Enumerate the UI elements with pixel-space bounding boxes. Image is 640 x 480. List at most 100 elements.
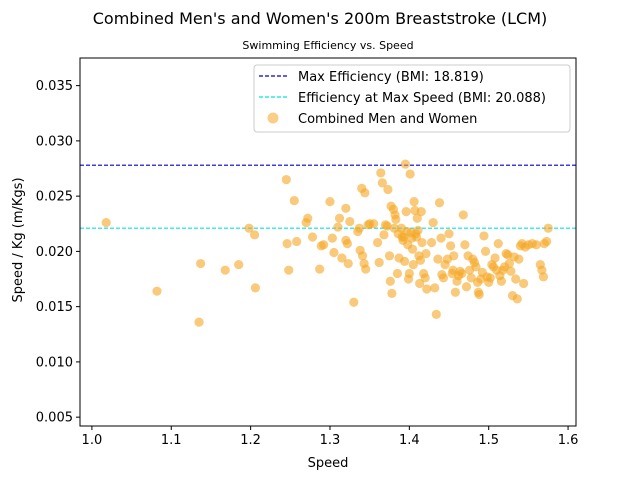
data-point (382, 221, 392, 231)
data-point (417, 237, 427, 248)
data-point (434, 198, 445, 208)
data-point (281, 174, 291, 185)
data-point (514, 254, 524, 264)
data-point (512, 294, 522, 304)
data-point (292, 236, 302, 247)
data-point (244, 223, 254, 233)
data-point (504, 258, 514, 269)
data-point (194, 317, 204, 327)
data-point (490, 253, 500, 263)
data-point (250, 283, 260, 293)
data-point (538, 272, 549, 282)
data-point (234, 260, 244, 270)
data-point (413, 225, 423, 235)
data-point (412, 213, 422, 223)
data-point (474, 289, 484, 300)
data-point (399, 256, 410, 266)
data-point (485, 273, 495, 283)
data-point (315, 264, 325, 274)
data-point (345, 216, 355, 227)
data-point (376, 168, 386, 178)
chart-subtitle: Swimming Efficiency vs. Speed (242, 39, 413, 52)
data-point (249, 230, 260, 240)
data-point (449, 251, 459, 261)
data-point (373, 237, 383, 248)
data-point (349, 297, 359, 307)
data-point (329, 247, 339, 258)
legend-label-max-efficiency: Max Efficiency (BMI: 18.819) (298, 70, 484, 85)
data-point (384, 251, 395, 261)
data-point (357, 251, 368, 261)
data-point (436, 233, 446, 243)
data-point (387, 288, 397, 298)
x-axis-title: Speed (308, 456, 349, 471)
data-point (374, 257, 384, 268)
x-tick-label: 1.5 (478, 433, 499, 448)
data-point (433, 254, 443, 264)
x-tick-label: 1.4 (399, 433, 420, 448)
data-point (400, 159, 410, 169)
data-point (289, 195, 299, 206)
data-point (422, 284, 432, 294)
data-point (428, 218, 438, 228)
data-point (493, 239, 503, 249)
y-tick-label: 0.030 (36, 134, 73, 149)
y-tick-label: 0.035 (36, 79, 73, 94)
data-point (479, 231, 489, 241)
chart-title: Combined Men's and Women's 200m Breastst… (93, 9, 548, 28)
data-point (531, 240, 541, 250)
data-point (379, 230, 389, 240)
data-point (343, 258, 353, 269)
data-point (471, 262, 481, 272)
data-point (319, 240, 329, 250)
data-point (421, 249, 431, 259)
data-point (511, 274, 521, 284)
x-tick-label: 1.6 (558, 433, 579, 448)
data-point (415, 255, 426, 265)
legend-marker-combined (267, 112, 279, 124)
data-point (284, 265, 294, 275)
data-point (409, 197, 419, 207)
y-tick-label: 0.020 (36, 245, 73, 260)
data-point (461, 282, 472, 292)
data-point (360, 188, 370, 198)
data-point (392, 268, 403, 279)
data-point (480, 246, 491, 256)
data-point (407, 244, 418, 254)
data-point (416, 207, 426, 217)
axes-layer: 1.0 1.1 1.2 1.3 1.4 1.5 1.6 0.005 0.010 0.015 0.02… (36, 57, 579, 448)
data-point (342, 239, 353, 249)
plot-frame (79, 57, 577, 427)
y-tick-label: 0.015 (36, 300, 73, 315)
data-point (444, 229, 454, 239)
data-point (196, 258, 206, 269)
data-point (383, 184, 393, 195)
y-tick-label: 0.010 (36, 355, 73, 370)
data-point (426, 237, 437, 248)
data-point (460, 240, 470, 250)
data-point (325, 197, 335, 207)
data-point (431, 309, 441, 319)
data-point (543, 223, 553, 233)
data-point (337, 253, 347, 263)
legend: Max Efficiency (BMI: 18.819) Efficiency … (253, 64, 571, 133)
x-tick-label: 1.0 (82, 433, 103, 448)
data-point (327, 233, 337, 243)
data-point (334, 213, 345, 223)
data-point (404, 268, 414, 279)
data-point (391, 214, 401, 224)
data-point (405, 169, 415, 179)
data-point (220, 265, 230, 275)
y-axis-title: Speed / Kg (m/Kgs) (11, 177, 26, 302)
data-point (430, 283, 440, 293)
data-point (307, 232, 318, 242)
data-point (450, 287, 460, 297)
legend-frame (253, 64, 571, 133)
data-point (519, 278, 529, 289)
data-point (401, 207, 411, 217)
data-point (542, 236, 552, 247)
legend-label-combined: Combined Men and Women (298, 112, 477, 127)
data-point (496, 276, 506, 286)
legend-label-efficiency-at-max-speed: Efficiency at Max Speed (BMI: 20.088) (298, 91, 546, 106)
